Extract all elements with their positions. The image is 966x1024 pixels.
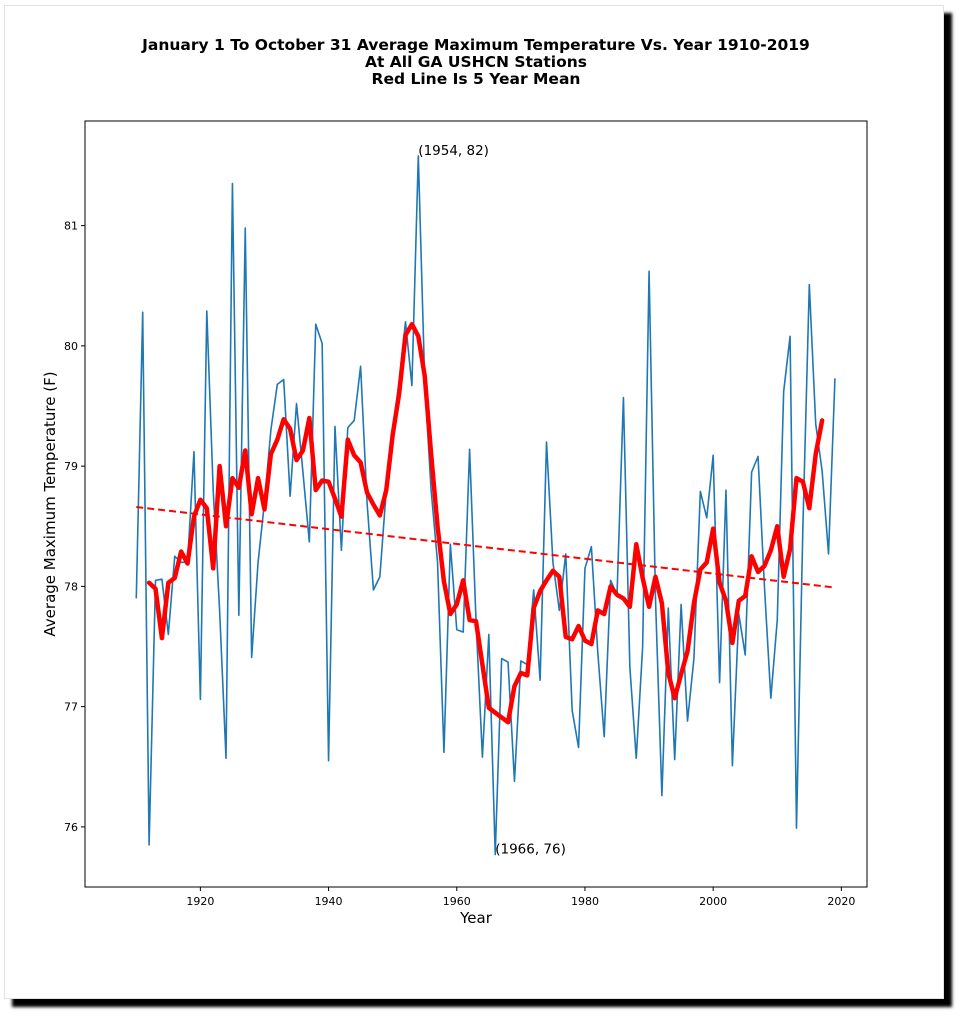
chart-title-line-3: Red Line Is 5 Year Mean xyxy=(372,70,581,88)
series-layer xyxy=(135,155,836,856)
figure-frame: January 1 To October 31 Average Maximum … xyxy=(4,5,944,999)
x-tick-label: 1940 xyxy=(315,895,343,908)
y-axis: 76 77 78 79 80 81 xyxy=(64,220,85,834)
y-axis-label: Average Maximum Temperature (F) xyxy=(41,371,59,636)
peak-annotation: (1966, 76) xyxy=(495,842,566,858)
chart-title-line-2: At All GA USHCN Stations xyxy=(365,53,587,71)
peak-annotation: (1954, 82) xyxy=(418,143,489,159)
y-tick-label: 77 xyxy=(64,701,78,714)
five-year-mean-line xyxy=(146,321,825,725)
temperature-chart: January 1 To October 31 Average Maximum … xyxy=(41,36,868,927)
y-tick-label: 81 xyxy=(64,220,78,233)
y-tick-label: 78 xyxy=(64,580,78,593)
x-tick-label: 2020 xyxy=(827,895,855,908)
annotation-layer: (1954, 82) (1966, 76) xyxy=(418,143,566,858)
x-tick-label: 1960 xyxy=(443,895,471,908)
y-tick-label: 79 xyxy=(64,460,78,473)
x-tick-label: 1980 xyxy=(571,895,599,908)
x-tick-label: 2000 xyxy=(699,895,727,908)
x-tick-label: 1920 xyxy=(186,895,214,908)
x-axis: 1920 1940 1960 1980 2000 2020 xyxy=(186,887,855,908)
chart-title-line-1: January 1 To October 31 Average Maximum … xyxy=(141,36,810,54)
x-axis-label: Year xyxy=(459,909,493,927)
trend-line xyxy=(136,506,836,589)
y-tick-label: 76 xyxy=(64,821,78,834)
y-tick-label: 80 xyxy=(64,340,78,353)
